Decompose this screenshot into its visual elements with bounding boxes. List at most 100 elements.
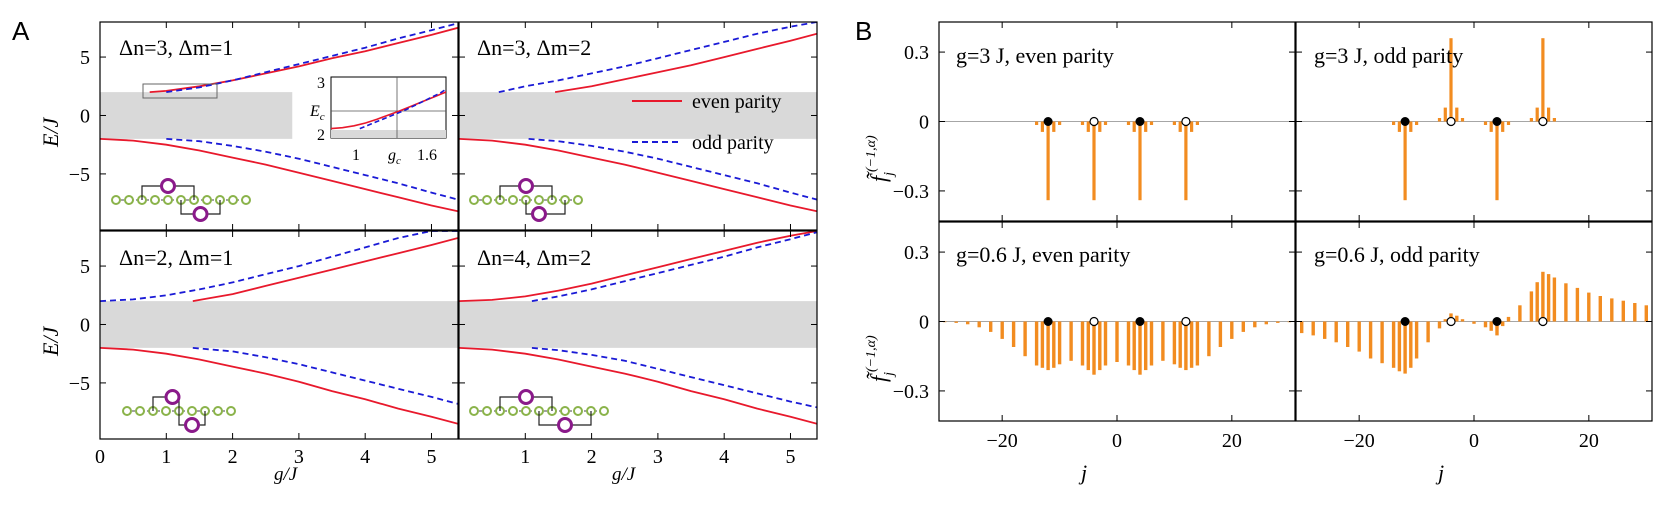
panel-b-wavefunctions: 0.3 0 −0.3 −20 0 20 0.3 0 −0.3 −20 0 20 g=3 J, even… bbox=[864, 21, 1653, 485]
ylabel-a-top: E/J bbox=[38, 116, 63, 148]
lattice-site bbox=[573, 406, 583, 416]
even-parity-curve bbox=[192, 237, 458, 302]
bar bbox=[1052, 321, 1056, 368]
bar bbox=[1506, 121, 1511, 125]
bar bbox=[1409, 121, 1413, 132]
site-markers bbox=[1043, 116, 1548, 327]
site-marker-open bbox=[1181, 116, 1191, 127]
lattice-site bbox=[187, 406, 197, 416]
y-tick-label: −5 bbox=[69, 164, 90, 186]
ylabel-a-bottom: E/J bbox=[38, 325, 63, 357]
bar bbox=[1529, 291, 1534, 322]
bar bbox=[1132, 321, 1136, 371]
site-marker-filled bbox=[1400, 117, 1410, 126]
bar bbox=[1138, 121, 1142, 201]
subplot-title-b2: g=3 J, odd parity bbox=[1314, 43, 1463, 68]
bar bbox=[1253, 321, 1257, 328]
bar bbox=[1455, 315, 1459, 322]
subplot-title-a1: Δn=3, Δm=1 bbox=[119, 35, 233, 60]
energy-curves bbox=[100, 22, 817, 425]
bar bbox=[1397, 121, 1401, 132]
bar bbox=[1058, 121, 1062, 125]
x-tick-label: 3 bbox=[294, 446, 304, 468]
bar bbox=[1184, 121, 1188, 201]
emitter-b bbox=[557, 417, 573, 433]
lattice-site bbox=[508, 406, 518, 416]
inset-frame bbox=[330, 76, 447, 139]
bar bbox=[1172, 321, 1177, 365]
odd-parity-curve bbox=[531, 347, 817, 409]
emitter-a bbox=[518, 178, 534, 194]
bar bbox=[1460, 118, 1465, 122]
bar bbox=[1126, 321, 1131, 366]
inset-ylabel: Ec bbox=[309, 103, 325, 123]
y-tick-label: 0 bbox=[80, 105, 90, 127]
x-tick-label: 0 bbox=[95, 446, 105, 468]
bar bbox=[1489, 321, 1493, 331]
subplot-title-b3: g=0.6 J, even parity bbox=[956, 242, 1130, 267]
subplot-frame-a3 bbox=[99, 230, 459, 440]
bar bbox=[1086, 121, 1090, 132]
lattice-site bbox=[560, 406, 570, 416]
curves-subplot bbox=[100, 231, 458, 425]
bar bbox=[1546, 274, 1551, 322]
bar bbox=[1443, 319, 1447, 322]
bar bbox=[1403, 121, 1407, 201]
bar bbox=[1132, 121, 1136, 132]
lattice-site bbox=[469, 195, 479, 205]
bar bbox=[1633, 303, 1637, 322]
bar bbox=[1034, 321, 1039, 366]
bar bbox=[1426, 321, 1430, 343]
site-marker-open bbox=[1446, 116, 1456, 127]
odd-parity-curve bbox=[531, 231, 817, 302]
panel-label-a: A bbox=[12, 16, 30, 46]
bar bbox=[1178, 321, 1182, 368]
subplot-title-a3: Δn=2, Δm=1 bbox=[119, 245, 233, 270]
bar bbox=[1380, 321, 1384, 364]
site-marker-open bbox=[1181, 316, 1191, 327]
xlabel-a-right: g/J bbox=[612, 464, 637, 485]
site-marker-filled bbox=[1492, 117, 1502, 126]
site-marker-open bbox=[1089, 316, 1099, 327]
even-parity-curve bbox=[100, 347, 458, 425]
site-marker-filled bbox=[1135, 117, 1145, 126]
bar bbox=[1346, 321, 1350, 347]
emitter-a bbox=[160, 178, 176, 194]
y-tick-label: −0.3 bbox=[893, 181, 929, 203]
ylabel-b-bottom: f̃j(−1,α) bbox=[864, 335, 897, 382]
inset-xtick-1: 1 bbox=[352, 147, 360, 164]
lattice-site bbox=[135, 406, 145, 416]
bar bbox=[1621, 300, 1625, 322]
bar bbox=[1172, 121, 1176, 125]
bar bbox=[1300, 321, 1304, 334]
bar bbox=[1190, 121, 1194, 132]
axis-ticks-b: 0.3 0 −0.3 −20 0 20 0.3 0 −0.3 −20 0 20 bbox=[893, 22, 1652, 452]
subplot-frame-a1 bbox=[99, 21, 459, 231]
bar bbox=[1092, 321, 1096, 375]
bar bbox=[966, 321, 970, 325]
y-tick-label: −0.3 bbox=[893, 381, 929, 403]
bar bbox=[1391, 321, 1396, 368]
bar bbox=[1397, 321, 1402, 372]
lattice-site bbox=[573, 195, 583, 205]
bar bbox=[1098, 321, 1102, 371]
site-marker-filled bbox=[1043, 117, 1053, 126]
odd-parity-curve bbox=[100, 231, 458, 302]
inset-curves bbox=[331, 88, 446, 130]
lattice-site bbox=[534, 195, 544, 205]
bar bbox=[1357, 321, 1361, 352]
bar bbox=[1092, 121, 1096, 201]
lattice-site bbox=[150, 195, 160, 205]
xlabel-b-right: j bbox=[1435, 460, 1444, 485]
bar bbox=[1535, 107, 1539, 122]
bar bbox=[1023, 321, 1027, 357]
lattice-site bbox=[161, 406, 171, 416]
x-tick-label: 5 bbox=[426, 446, 436, 468]
odd-parity-curve bbox=[166, 138, 458, 201]
bar bbox=[1495, 121, 1499, 201]
lattice-schematic bbox=[122, 389, 236, 433]
bar bbox=[1483, 321, 1488, 328]
odd-parity-curve bbox=[528, 138, 817, 201]
bar bbox=[1575, 287, 1580, 322]
bar bbox=[1506, 316, 1511, 322]
